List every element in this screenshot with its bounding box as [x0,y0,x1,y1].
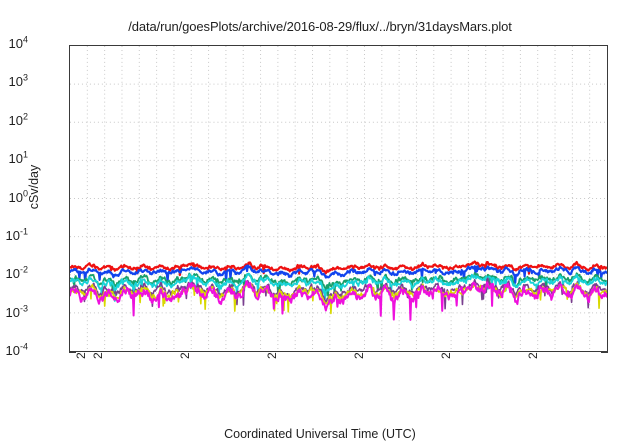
data-trace-channel-blue [70,264,607,284]
plot-area [69,45,608,352]
y-tick-label: 10-3 [5,303,28,320]
y-tick-label: 104 [8,34,28,51]
y-tick-mark [601,352,608,353]
y-tick-label: 103 [8,73,28,90]
y-tick-label: 102 [8,111,28,128]
x-axis-label: Coordinated Universal Time (UTC) [224,427,416,441]
y-tick-mark [69,352,76,353]
y-tick-label: 10-1 [5,226,28,243]
y-tick-label: 100 [8,188,28,205]
data-trace-channel-cyan [70,272,607,302]
y-tick-label: 10-4 [5,341,28,358]
y-tick-label: 10-2 [5,264,28,282]
y-tick-label: 101 [8,149,28,167]
data-trace-channel-magenta [70,280,607,321]
data-trace-channel-red [70,260,607,277]
data-traces [70,260,607,321]
chart-title: /data/run/goesPlots/archive/2016-08-29/f… [128,19,512,34]
y-axis-label: cSv/day [27,164,41,210]
